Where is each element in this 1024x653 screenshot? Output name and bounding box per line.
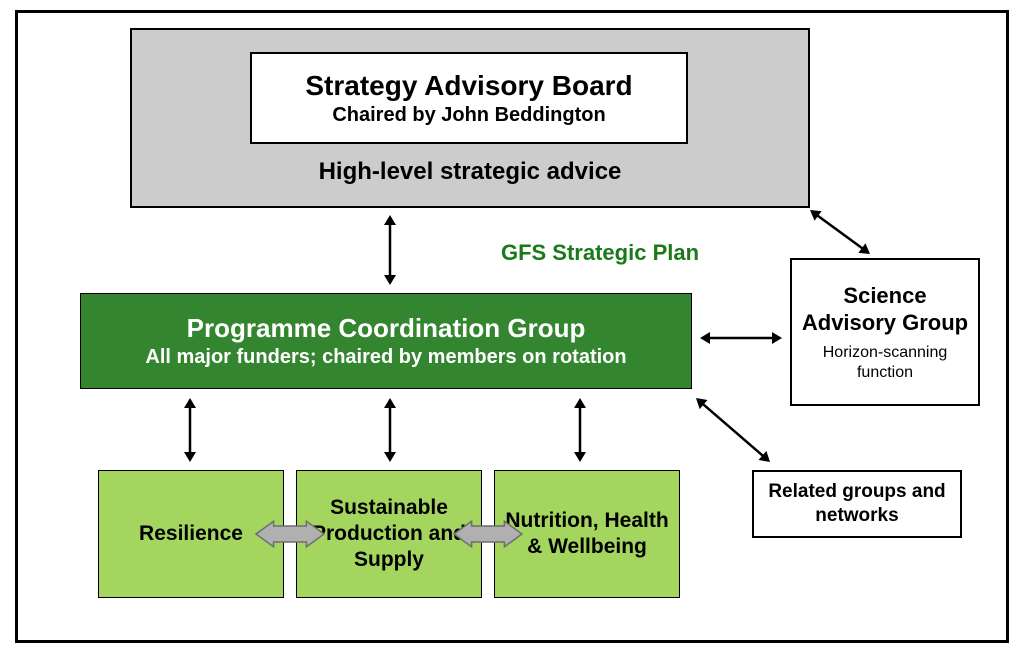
nutrition-title: Nutrition, Health & Wellbeing [495,508,679,561]
sab-title: Strategy Advisory Board [305,68,632,103]
resilience-box: Resilience [98,470,284,598]
nutrition-box: Nutrition, Health & Wellbeing [494,470,680,598]
sag-title: Science Advisory Group [800,282,970,337]
science-advisory-group-box: Science Advisory Group Horizon-scanning … [790,258,980,406]
related-title: Related groups and networks [758,480,956,528]
resilience-title: Resilience [139,521,243,547]
diagram-canvas: Strategy Advisory Board Chaired by John … [0,0,1024,653]
sustainable-box: Sustainable Production and Supply [296,470,482,598]
programme-coordination-group-box: Programme Coordination Group All major f… [80,293,692,389]
strategy-advisory-board-box: Strategy Advisory Board Chaired by John … [250,52,688,144]
sab-subtitle: Chaired by John Beddington [332,103,605,128]
pcg-subtitle: All major funders; chaired by members on… [145,345,626,370]
sustainable-title: Sustainable Production and Supply [297,495,481,574]
pcg-title: Programme Coordination Group [187,312,586,345]
related-groups-box: Related groups and networks [752,470,962,538]
sab-caption: High-level strategic advice [130,158,810,186]
sag-subtitle: Horizon-scanning function [800,343,970,383]
gfs-strategic-plan-label: GFS Strategic Plan [470,240,730,266]
